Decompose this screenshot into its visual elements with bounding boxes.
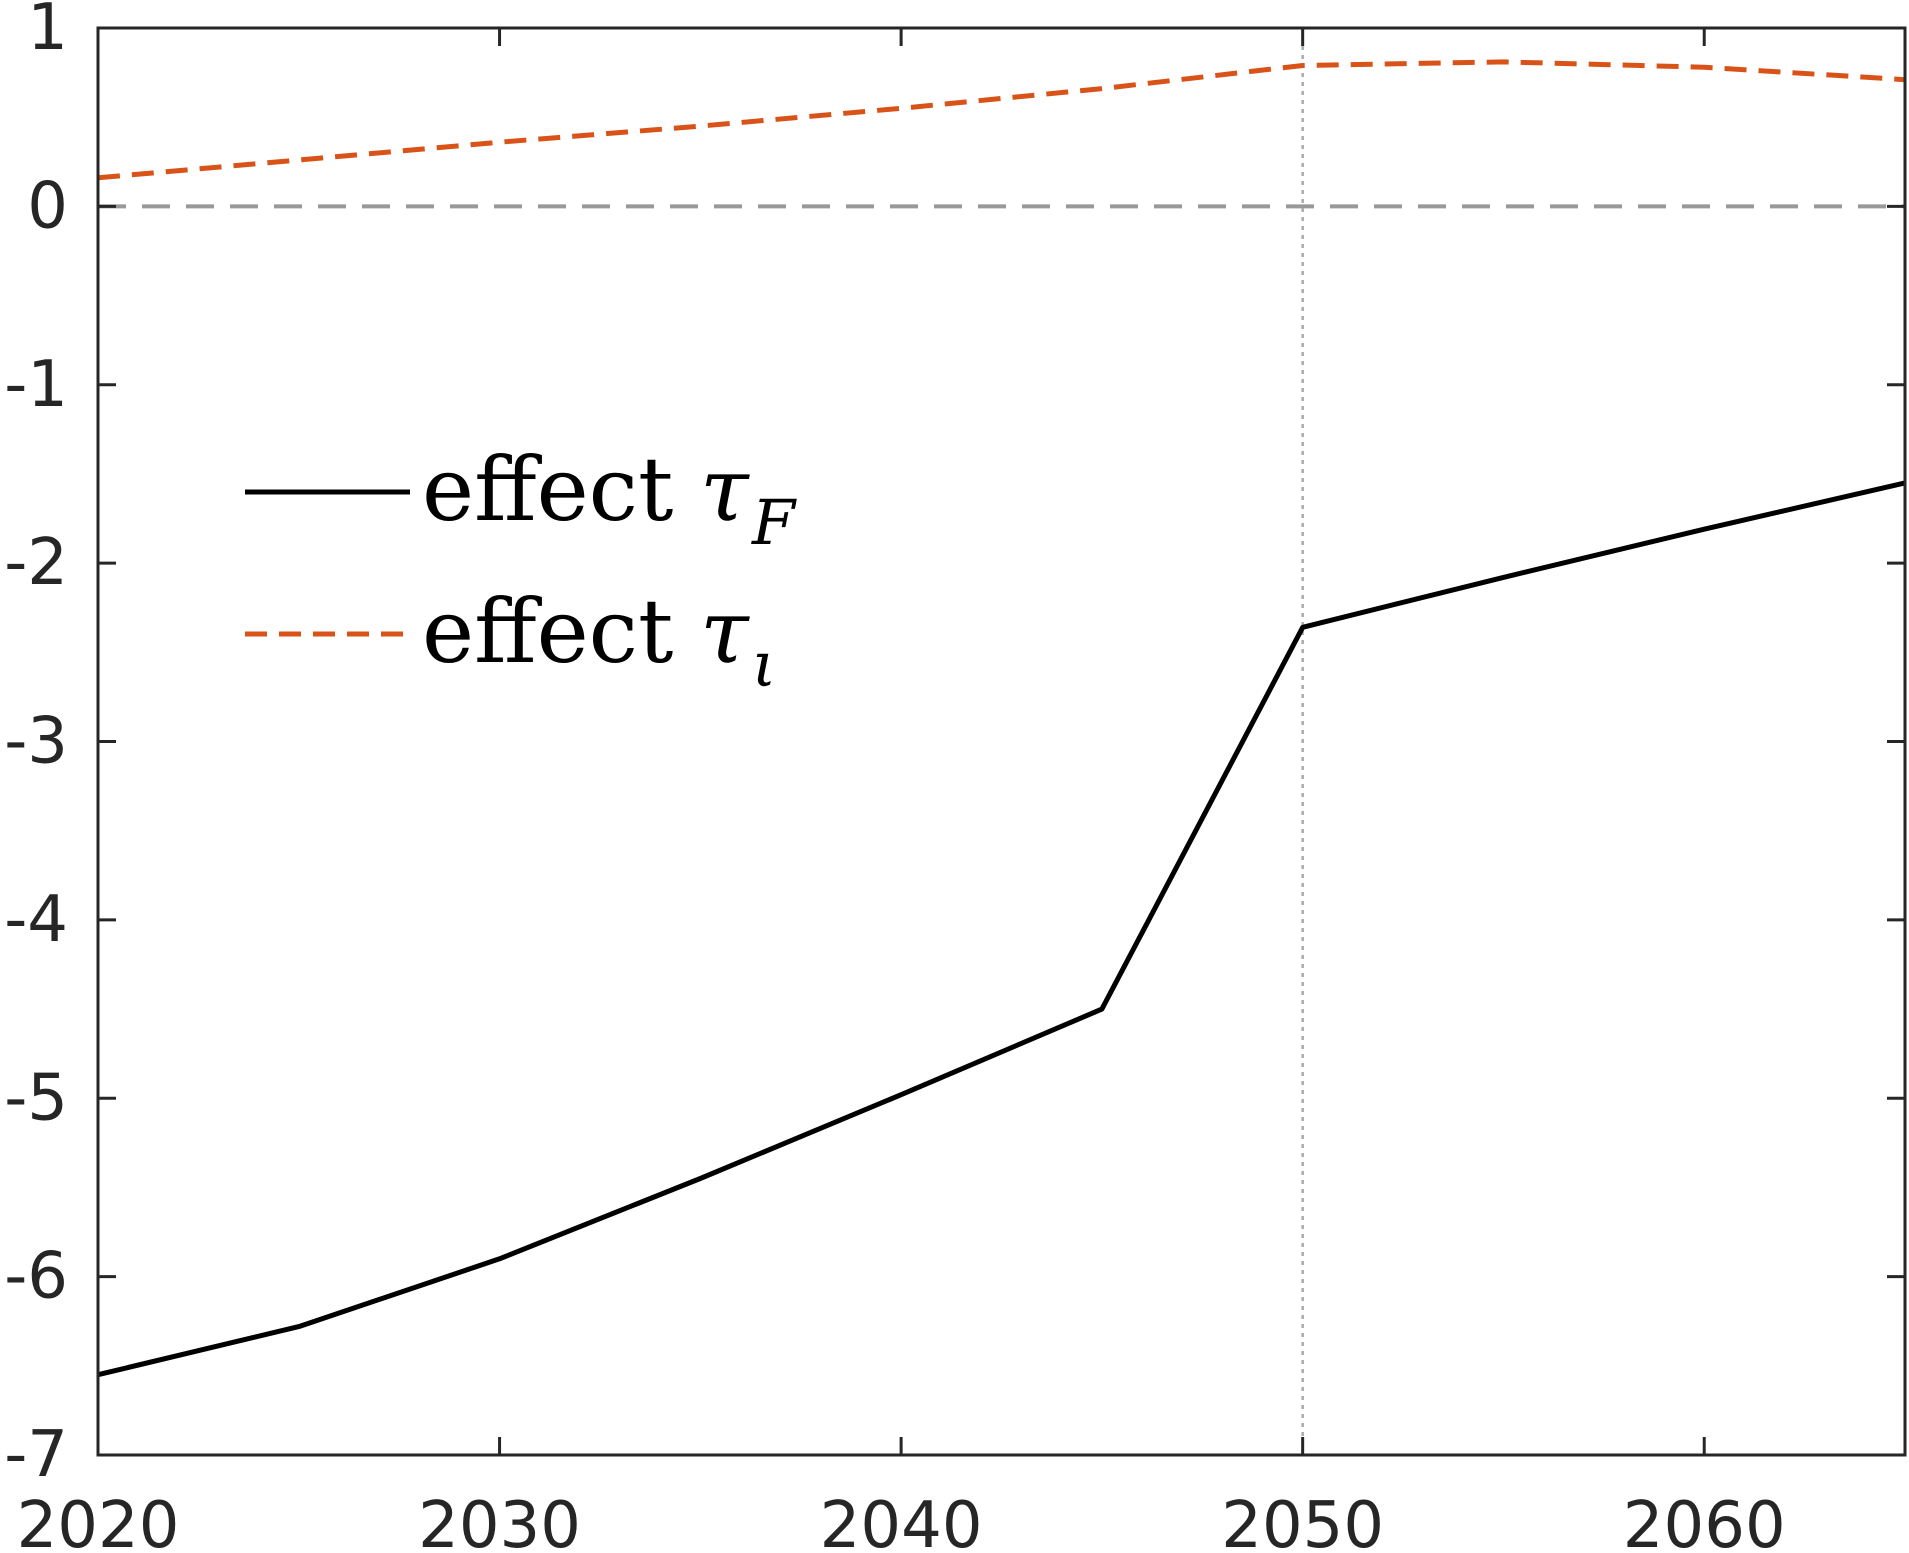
- legend-subscript-2: ι: [752, 628, 776, 701]
- legend-subscript-1: F: [751, 486, 797, 559]
- legend-label-1: effect: [422, 438, 673, 541]
- x-tick-label: 2040: [820, 1489, 983, 1553]
- legend-symbol-1: τ: [700, 438, 750, 541]
- y-tick-label: -2: [4, 526, 68, 600]
- y-tick-label: -1: [4, 348, 68, 422]
- series-layer: [97, 59, 1906, 1378]
- y-tick-label: 1: [27, 0, 68, 65]
- y-tick-label: 0: [27, 169, 68, 243]
- x-tick-label: 2030: [418, 1489, 581, 1553]
- y-tick-label: -4: [4, 883, 68, 957]
- series-line-2: [97, 59, 1906, 181]
- x-tick-label: 2050: [1221, 1489, 1384, 1553]
- y-tick-label: -6: [4, 1240, 68, 1314]
- axis-ticks: 2020 2030 2040 2050 2060 1 0 -1 -2 -3 -4 -5 -6 -7: [4, 0, 1905, 1553]
- legend-symbol-2: τ: [700, 580, 750, 683]
- legend-label-2: effect: [422, 580, 673, 683]
- x-tick-label: 2020: [17, 1489, 180, 1553]
- reference-lines: [98, 28, 1905, 1455]
- y-tick-label: -5: [4, 1061, 68, 1135]
- series-line-1: [97, 480, 1906, 1378]
- y-tick-label: -3: [4, 705, 68, 779]
- x-tick-label: 2060: [1623, 1489, 1786, 1553]
- y-tick-label: -7: [4, 1418, 68, 1492]
